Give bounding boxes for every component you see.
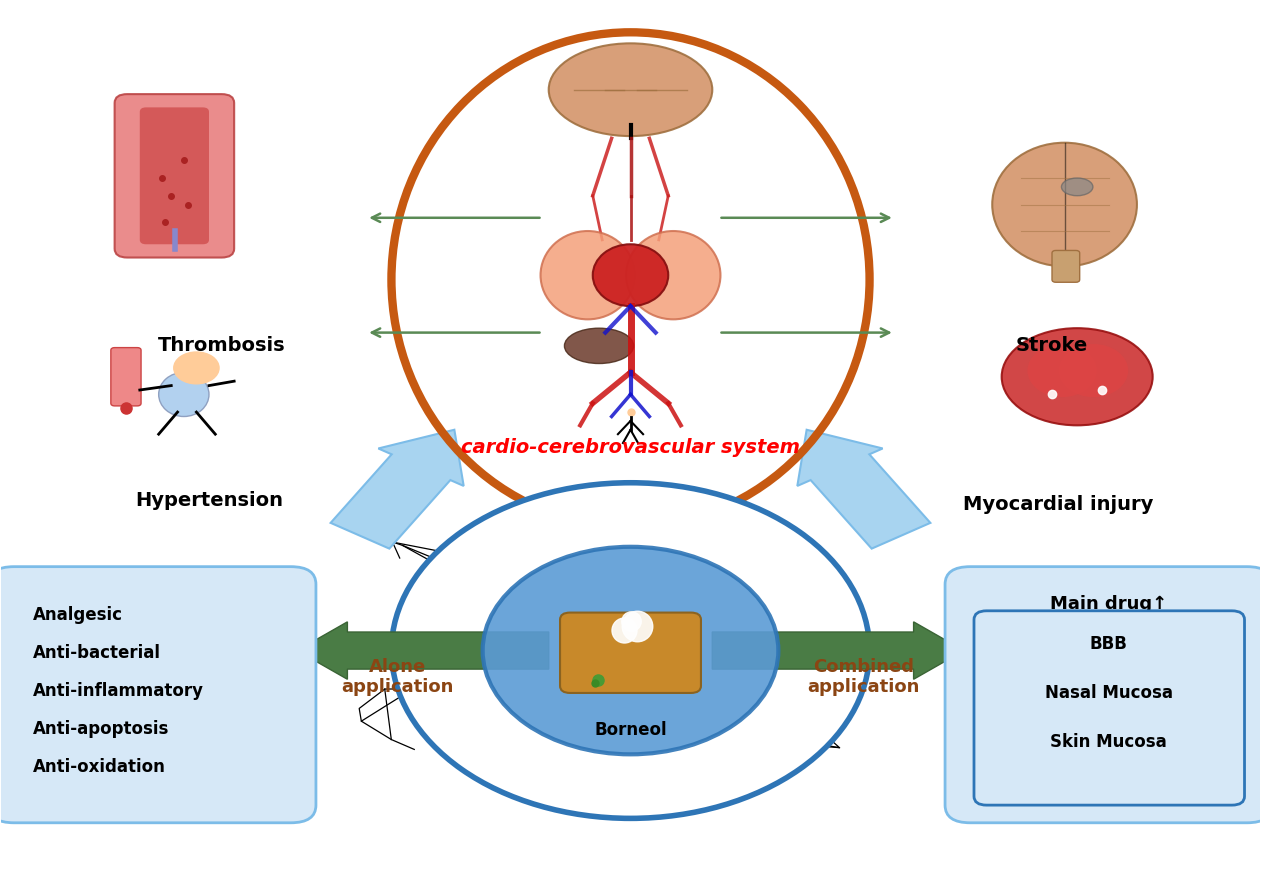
Ellipse shape bbox=[627, 231, 720, 319]
FancyBboxPatch shape bbox=[115, 94, 235, 258]
Text: Anti-oxidation: Anti-oxidation bbox=[33, 758, 165, 776]
FancyBboxPatch shape bbox=[140, 107, 209, 245]
Text: Combined
application: Combined application bbox=[807, 657, 919, 696]
FancyBboxPatch shape bbox=[111, 347, 141, 406]
Text: Thrombosis: Thrombosis bbox=[158, 337, 285, 355]
FancyArrow shape bbox=[797, 430, 931, 548]
Text: Hypertension: Hypertension bbox=[135, 491, 282, 510]
Text: Nasal Mucosa: Nasal Mucosa bbox=[1044, 684, 1173, 702]
Text: Alone
application: Alone application bbox=[342, 657, 454, 696]
FancyBboxPatch shape bbox=[560, 612, 701, 693]
Text: Main drug↑: Main drug↑ bbox=[1050, 595, 1168, 613]
Text: Analgesic: Analgesic bbox=[33, 606, 122, 625]
FancyArrow shape bbox=[298, 622, 549, 680]
Ellipse shape bbox=[391, 483, 870, 819]
FancyBboxPatch shape bbox=[0, 567, 317, 823]
Ellipse shape bbox=[159, 372, 209, 416]
Ellipse shape bbox=[1001, 328, 1153, 425]
FancyArrow shape bbox=[330, 430, 464, 548]
Ellipse shape bbox=[549, 43, 712, 136]
Text: cardio-cerebrovascular system: cardio-cerebrovascular system bbox=[462, 438, 799, 457]
Ellipse shape bbox=[565, 328, 633, 363]
Ellipse shape bbox=[992, 143, 1137, 267]
Ellipse shape bbox=[1028, 344, 1097, 397]
Circle shape bbox=[174, 352, 219, 384]
Text: Borneol: Borneol bbox=[594, 721, 667, 739]
Ellipse shape bbox=[541, 231, 634, 319]
Text: BBB: BBB bbox=[1090, 635, 1127, 653]
Ellipse shape bbox=[593, 245, 668, 306]
FancyBboxPatch shape bbox=[944, 567, 1261, 823]
Text: Anti-apoptosis: Anti-apoptosis bbox=[33, 720, 169, 738]
Ellipse shape bbox=[483, 547, 778, 754]
Ellipse shape bbox=[1059, 344, 1129, 397]
Text: Anti-inflammatory: Anti-inflammatory bbox=[33, 682, 204, 700]
FancyBboxPatch shape bbox=[1052, 251, 1079, 283]
Text: Anti-bacterial: Anti-bacterial bbox=[33, 644, 161, 662]
Text: Skin Mucosa: Skin Mucosa bbox=[1050, 733, 1166, 750]
Text: Myocardial injury: Myocardial injury bbox=[963, 495, 1154, 515]
Text: Stroke: Stroke bbox=[1016, 337, 1088, 355]
FancyBboxPatch shape bbox=[973, 610, 1245, 805]
Ellipse shape bbox=[1062, 178, 1093, 196]
FancyArrow shape bbox=[712, 622, 963, 680]
